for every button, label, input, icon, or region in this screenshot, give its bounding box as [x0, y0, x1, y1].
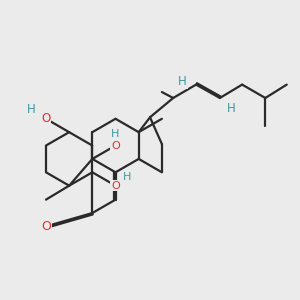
Text: H: H	[27, 103, 35, 116]
Text: O: O	[41, 112, 51, 125]
Text: O: O	[41, 220, 51, 233]
Text: O: O	[111, 140, 120, 151]
Text: H: H	[123, 172, 132, 182]
Text: H: H	[178, 75, 187, 88]
Text: H: H	[111, 129, 120, 139]
Text: O: O	[111, 181, 120, 191]
Text: H: H	[227, 102, 236, 115]
